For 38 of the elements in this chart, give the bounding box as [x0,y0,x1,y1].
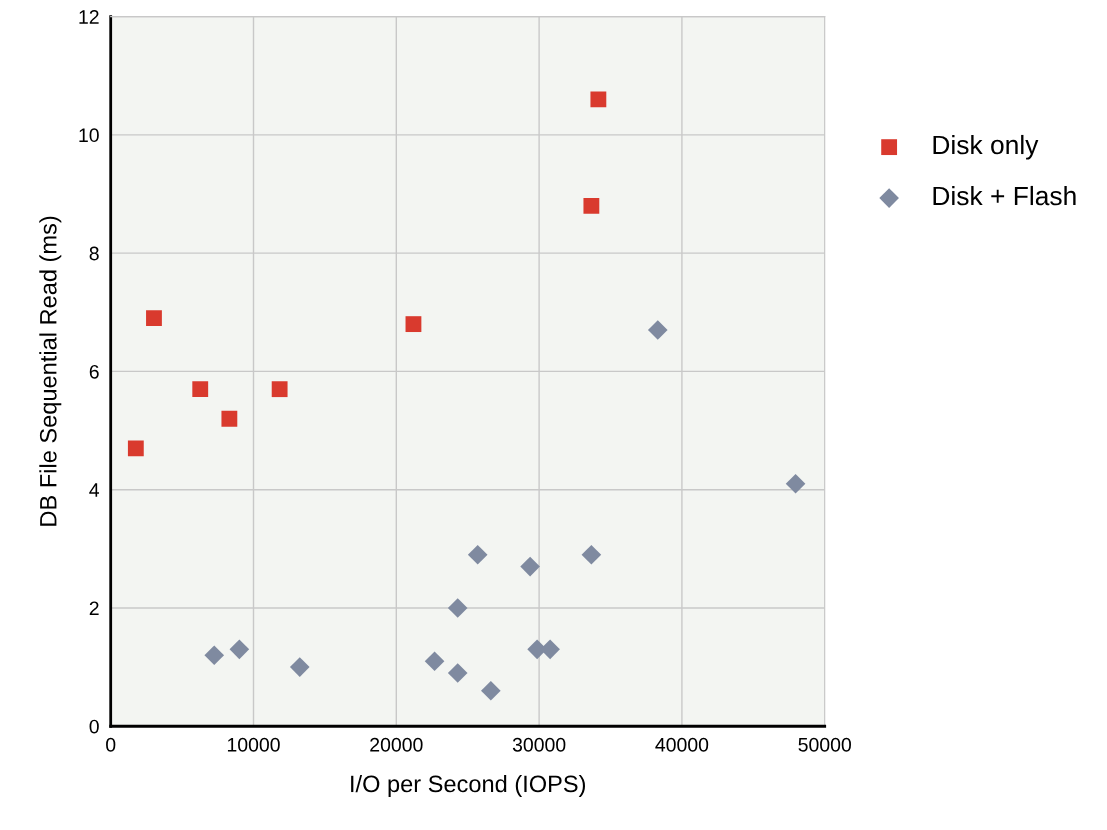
point [192,381,209,398]
legend-label: Disk + Flash [933,185,1076,206]
y-tick-label: 10 [79,128,99,143]
point [520,556,540,577]
y-axis-title: DB File Sequential Read (ms) [39,216,62,526]
point [271,381,288,398]
x-tick-label: 20000 [370,737,423,752]
point [590,91,607,108]
point [229,639,250,660]
y-tick-label: 6 [89,364,99,379]
x-tick-label: 30000 [512,737,566,752]
x-tick-label: 40000 [655,737,709,752]
point [481,680,501,701]
point [447,663,468,683]
point [467,544,488,565]
point [583,197,600,214]
point [405,316,422,333]
point [647,320,668,340]
point [581,544,602,565]
y-tick-label: 8 [89,246,99,261]
point [127,440,144,457]
point [785,473,806,494]
x-tick-label: 50000 [798,737,851,752]
point [221,410,238,427]
point [204,645,225,666]
legend-label: Disk only [933,134,1039,160]
x-tick-label: 0 [106,737,116,752]
x-axis-title: I/O per Second (IOPS) [351,774,586,797]
point [289,657,310,677]
y-tick-label: 12 [79,10,99,24]
y-tick-label: 4 [89,483,100,497]
x-tick-label: 10000 [227,737,280,752]
point [146,310,162,327]
point [447,598,468,618]
y-tick-label: 0 [89,719,99,734]
point [540,639,560,660]
point [424,651,445,672]
y-tick-label: 2 [89,601,99,616]
